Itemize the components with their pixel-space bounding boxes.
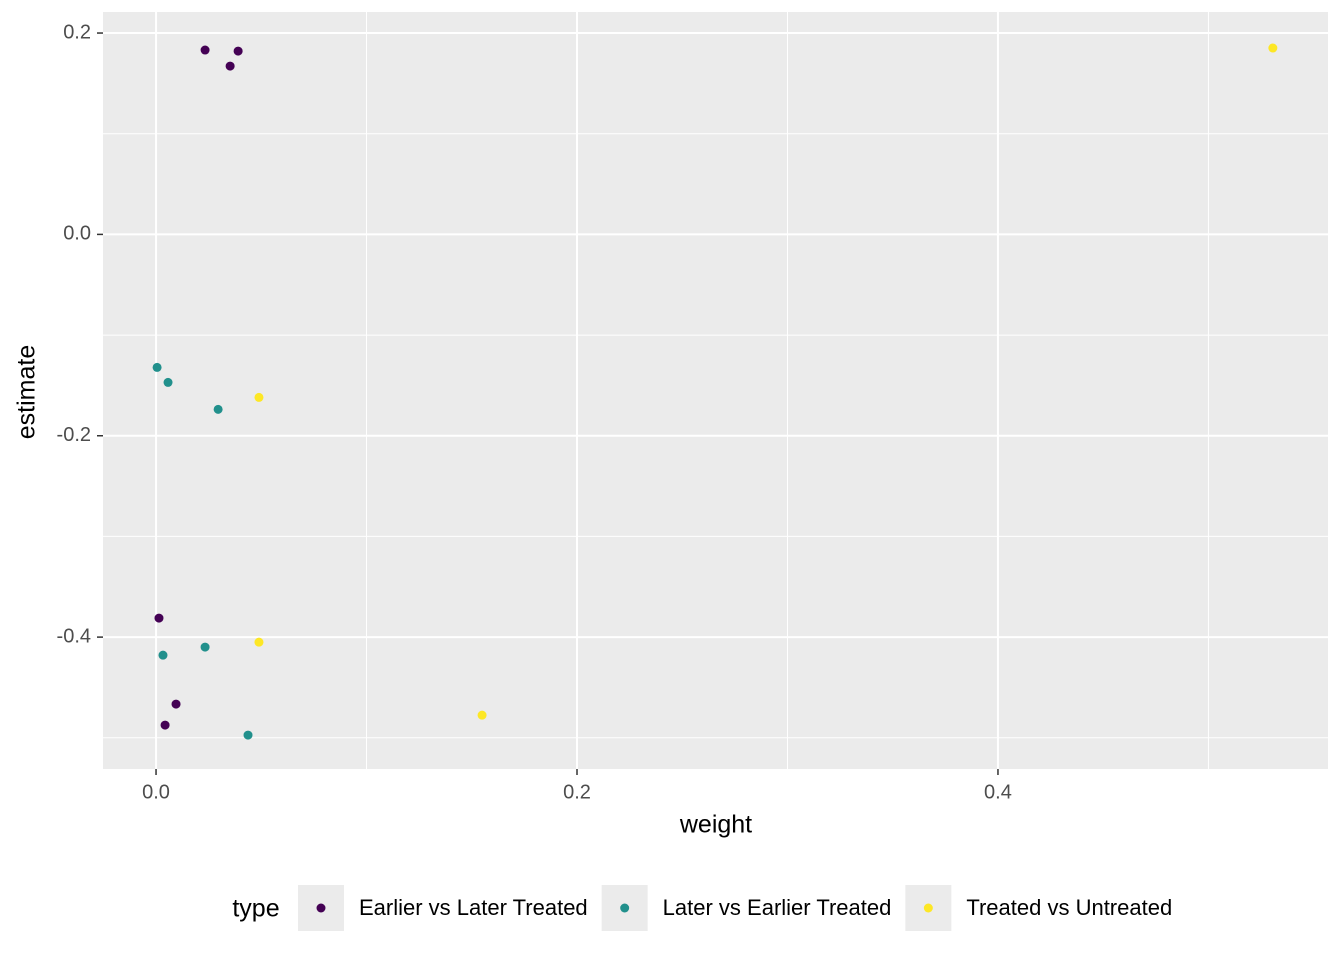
y-tick-label: 0.2 <box>63 21 91 43</box>
y-tick-label: -0.4 <box>57 625 91 647</box>
legend-symbol <box>923 903 933 913</box>
legend-label: Later vs Earlier Treated <box>663 895 892 920</box>
point <box>171 699 181 709</box>
panel <box>103 12 1328 769</box>
x-tick-label: 0.0 <box>142 781 170 803</box>
point <box>225 61 235 71</box>
point <box>200 642 210 652</box>
point <box>1268 43 1278 53</box>
point <box>160 720 170 730</box>
point <box>200 45 210 55</box>
point <box>163 377 173 387</box>
x-tick-label: 0.4 <box>984 781 1012 803</box>
point <box>152 362 162 372</box>
point <box>477 710 487 720</box>
y-tick-label: -0.2 <box>57 424 91 446</box>
point <box>154 613 164 623</box>
x-axis-title: weight <box>679 811 752 839</box>
point <box>158 650 168 660</box>
point <box>243 730 253 740</box>
legend-title: type <box>232 895 279 923</box>
point <box>233 46 243 56</box>
point <box>254 637 264 647</box>
legend-label: Earlier vs Later Treated <box>359 895 588 920</box>
legend-label: Treated vs Untreated <box>966 895 1172 920</box>
legend-symbol <box>620 903 630 913</box>
x-tick-label: 0.2 <box>563 781 591 803</box>
y-tick-label: 0.0 <box>63 223 91 245</box>
point <box>213 404 223 414</box>
y-axis-title: estimate <box>13 345 41 439</box>
legend-symbol <box>316 903 326 913</box>
point <box>254 392 264 402</box>
